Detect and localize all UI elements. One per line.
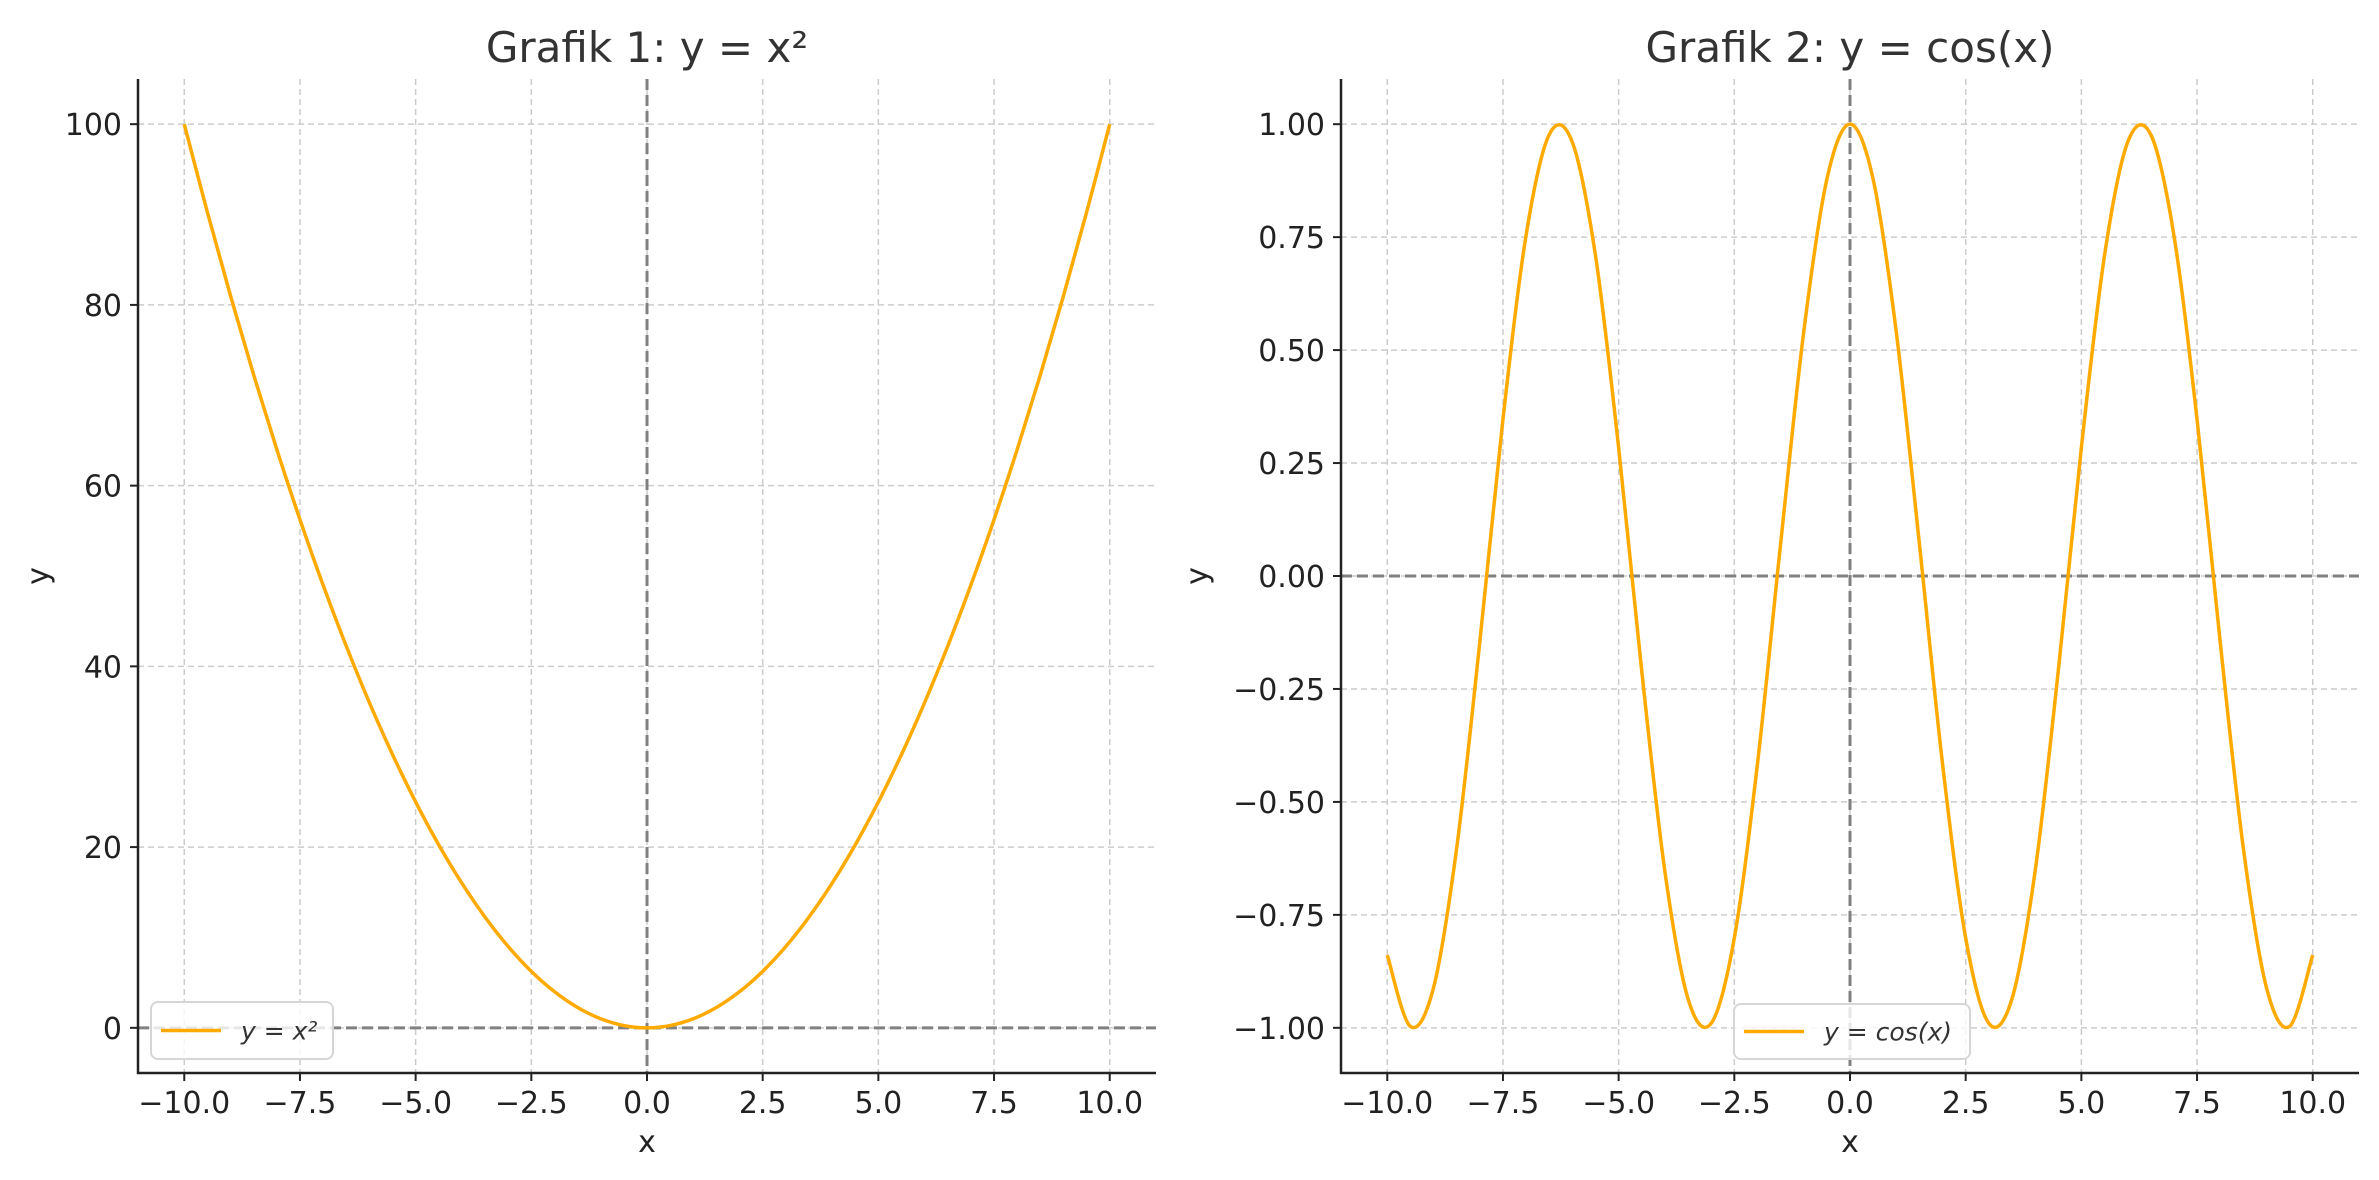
y-tick-label: 0.00 <box>1258 560 1325 595</box>
y-tick-label: −1.00 <box>1233 1012 1325 1047</box>
y-tick-label: 20 <box>84 831 122 866</box>
x-tick-label: −10.0 <box>138 1086 230 1121</box>
series-line <box>182 123 1112 1030</box>
x-tick-label: 7.5 <box>2173 1086 2221 1121</box>
legend-box <box>150 1001 334 1060</box>
legend: y = x² <box>150 1001 334 1060</box>
legend: y = cos(x) <box>1733 1003 1971 1060</box>
y-axis-label: y <box>1180 567 1215 585</box>
y-tick-label: 0 <box>103 1012 122 1047</box>
y-tick-label: 1.00 <box>1258 108 1325 143</box>
chart-title: Grafik 2: y = cos(x) <box>1646 23 2055 72</box>
x-tick-label: 0.0 <box>623 1086 671 1121</box>
y-tick-label: 80 <box>84 289 122 324</box>
x-tick-label: −2.5 <box>495 1086 568 1121</box>
x-tick-label: 7.5 <box>970 1086 1018 1121</box>
y-tick-label: 0.25 <box>1258 447 1325 482</box>
x-tick-label: −7.5 <box>1467 1086 1540 1121</box>
y-axis-label: y <box>21 567 56 585</box>
x-tick-label: 10.0 <box>1076 1086 1143 1121</box>
legend-entry: y = x² <box>240 1017 317 1046</box>
x-axis-label: x <box>1841 1125 1859 1160</box>
x-tick-label: −5.0 <box>1582 1086 1655 1121</box>
chart-1: Grafik 1: y = x² x y −10.0 −7.5 −5.0 −2.5 0.… <box>21 23 1156 1160</box>
y-tick-label: 0.75 <box>1258 221 1325 256</box>
chart-2: Grafik 2: y = cos(x) x y −10.0 −7.5 −5.0 −2… <box>1180 23 2359 1160</box>
legend-box <box>1733 1003 1971 1060</box>
x-tick-label: −7.5 <box>264 1086 337 1121</box>
x-tick-label: −2.5 <box>1698 1086 1771 1121</box>
x-tick-label: 2.5 <box>739 1086 787 1121</box>
x-tick-label: 5.0 <box>855 1086 903 1121</box>
x-tick-label: 2.5 <box>1942 1086 1990 1121</box>
chart-title: Grafik 1: y = x² <box>486 23 808 72</box>
y-tick-label: −0.75 <box>1233 899 1325 934</box>
y-tick-label: 60 <box>84 470 122 505</box>
x-axis-label: x <box>638 1125 656 1160</box>
x-tick-label: 5.0 <box>2058 1086 2106 1121</box>
series-line <box>1385 122 2315 1030</box>
x-tick-label: −5.0 <box>379 1086 452 1121</box>
y-tick-label: −0.50 <box>1233 786 1325 821</box>
y-tick-label: 40 <box>84 650 122 685</box>
y-tick-label: −0.25 <box>1233 673 1325 708</box>
y-tick-label: 100 <box>65 108 122 143</box>
legend-entry: y = cos(x) <box>1823 1018 1952 1047</box>
x-tick-label: 0.0 <box>1826 1086 1874 1121</box>
x-tick-label: 10.0 <box>2279 1086 2346 1121</box>
y-tick-label: 0.50 <box>1258 334 1325 369</box>
x-tick-label: −10.0 <box>1341 1086 1433 1121</box>
